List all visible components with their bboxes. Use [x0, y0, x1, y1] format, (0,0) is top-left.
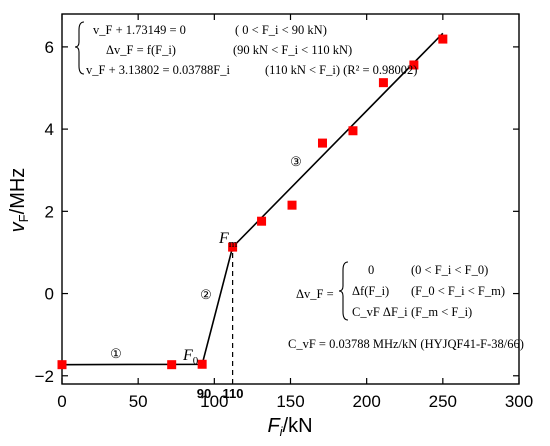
bottom-eq-row-1: 0: [368, 263, 374, 277]
top-eq-2-cond: (90 kN < F_i < 110 kN): [233, 43, 352, 57]
axis-ticks: [61, 14, 520, 384]
f0-label: F0: [182, 347, 199, 367]
top-equations-brace: [74, 21, 85, 75]
x-tick-label: 100: [200, 392, 228, 411]
y-axis-label: vF/MHz: [7, 168, 31, 233]
data-point: [409, 60, 419, 70]
segment-1-marker: ①: [110, 346, 122, 361]
data-point: [438, 34, 448, 44]
data-points: [57, 34, 448, 370]
segment-2-marker: ②: [200, 287, 212, 302]
y-tick-label: −2: [35, 367, 54, 386]
data-point: [57, 360, 67, 370]
top-eq-3: v_F + 3.13802 = 0.03788F_i: [86, 63, 231, 77]
bottom-eq-row-2: Δf(F_i): [352, 284, 389, 298]
bottom-eq-lhs: Δv_F =: [296, 287, 334, 301]
data-point: [257, 216, 267, 226]
x-tick-label: 150: [276, 392, 304, 411]
data-point: [167, 360, 177, 370]
x-tick-label: 0: [57, 392, 66, 411]
bottom-eq-row-3: C_vF ΔF_i: [352, 305, 408, 319]
data-point: [348, 126, 358, 136]
x-axis-label: Fi/kN: [267, 415, 312, 439]
x-tick-label: 50: [129, 392, 148, 411]
bottom-eq-row-3-cond: (F_m < F_i): [411, 305, 472, 319]
y-tick-label: 4: [45, 120, 54, 139]
fm-label: Fm: [218, 230, 238, 250]
top-eq-1-cond: ( 0 < F_i < 90 kN): [235, 23, 327, 37]
y-tick-label: 0: [45, 285, 54, 304]
top-eq-1: v_F + 1.73149 = 0: [93, 23, 186, 37]
data-point: [378, 78, 388, 88]
break-tick-110: 110: [223, 386, 244, 401]
data-point: [317, 138, 327, 148]
data-point: [228, 242, 238, 252]
top-eq-3-cond: (110 kN < F_i) (R² = 0.98002): [265, 63, 417, 77]
data-point: [197, 359, 207, 369]
x-tick-label: 250: [429, 392, 457, 411]
break-tick-90: 90: [197, 386, 211, 401]
coefficient-note: C_vF = 0.03788 MHz/kN (HYJQF41-F-38/66): [288, 337, 524, 351]
data-point: [287, 200, 297, 210]
y-tick-label: 2: [45, 202, 54, 221]
top-eq-2: Δv_F = f(F_i): [106, 43, 176, 57]
x-tick-labels: 0 50 100 150 200 250 300: [57, 392, 533, 411]
fit-line: [61, 32, 444, 366]
x-tick-label: 200: [352, 392, 380, 411]
bottom-eq-row-1-cond: (0 < F_i < F_0): [411, 263, 488, 277]
x-tick-label: 300: [505, 392, 533, 411]
y-tick-label: 6: [45, 38, 54, 57]
bottom-equations-brace: [338, 261, 349, 321]
y-tick-labels: −2 0 2 4 6: [35, 38, 54, 386]
segment-3-marker: ③: [290, 154, 302, 169]
bottom-eq-row-2-cond: (F_0 < F_i < F_m): [411, 284, 505, 298]
